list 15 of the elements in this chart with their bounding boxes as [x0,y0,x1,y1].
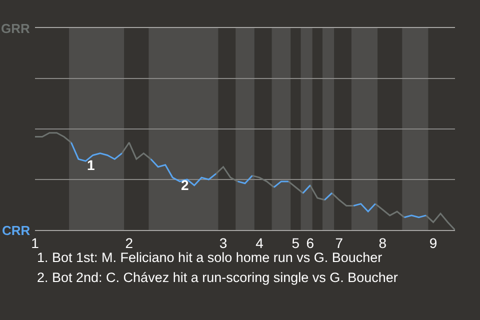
text: 1. Bot 1st: M. Feliciano hit a solo home run vs G. Boucher [37,250,383,265]
text: 2. Bot 2nd: C. Chávez hit a run-scoring single vs G. Boucher [37,270,398,285]
text: GRR [1,21,30,36]
x-tick-label: 6 [306,234,314,251]
x-tick-label: 7 [335,234,344,251]
x-tick-label: 8 [378,234,387,251]
annotation: 1 [87,157,95,173]
x-tick-label: 2 [125,234,134,251]
x-tick-label: 1 [31,234,40,251]
x-tick-label: 3 [219,234,228,251]
x-tick-label: 5 [292,234,300,251]
x-tick-label: 9 [429,234,438,251]
annotation: 2 [181,177,189,193]
text: CRR [2,223,31,238]
x-tick-label: 4 [256,234,264,251]
